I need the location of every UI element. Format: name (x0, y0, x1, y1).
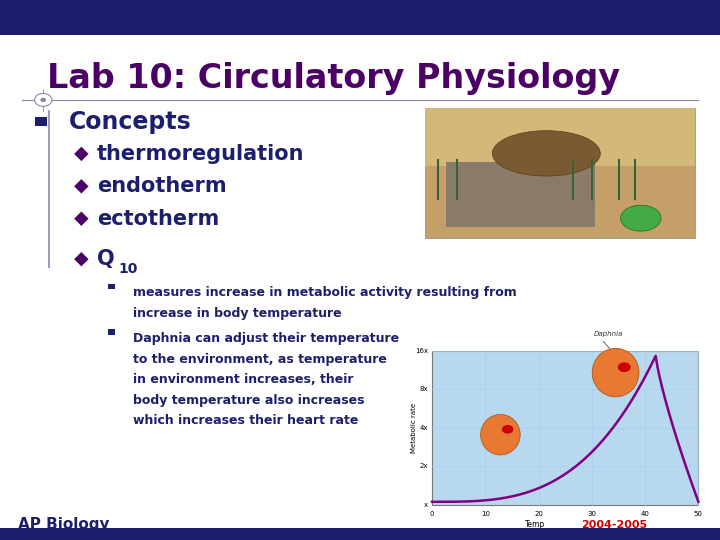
Circle shape (40, 98, 46, 102)
Text: 4x: 4x (420, 425, 428, 431)
Bar (0, 0, 720, 35)
Bar (108, 329, 115, 335)
Text: 10: 10 (481, 511, 490, 517)
Text: thermoregulation: thermoregulation (97, 144, 305, 164)
Text: which increases their heart rate: which increases their heart rate (133, 414, 359, 427)
Polygon shape (74, 147, 89, 161)
Text: 10: 10 (119, 262, 138, 276)
Ellipse shape (593, 348, 639, 397)
Bar (432, 351, 698, 505)
Bar (35, 117, 47, 126)
Bar (0, 528, 720, 540)
Ellipse shape (492, 131, 600, 176)
Polygon shape (74, 179, 89, 193)
Text: measures increase in metabolic activity resulting from: measures increase in metabolic activity … (133, 286, 517, 299)
Text: Q: Q (97, 249, 114, 269)
Text: AP Biology: AP Biology (18, 517, 109, 532)
Text: 8x: 8x (420, 387, 428, 393)
Text: 20: 20 (534, 511, 543, 517)
Text: 2004-2005: 2004-2005 (581, 520, 647, 530)
Text: 30: 30 (588, 511, 596, 517)
Circle shape (618, 362, 631, 372)
Ellipse shape (621, 205, 661, 231)
Text: Temp: Temp (526, 520, 546, 529)
Text: endotherm: endotherm (97, 176, 227, 197)
Circle shape (502, 425, 513, 434)
Text: Concepts: Concepts (68, 110, 191, 133)
Bar (446, 162, 595, 227)
Text: Daphnia: Daphnia (594, 331, 624, 337)
Bar (108, 284, 115, 289)
Text: Metabolic rate: Metabolic rate (411, 403, 417, 453)
Circle shape (35, 93, 52, 106)
Text: ectotherm: ectotherm (97, 208, 220, 229)
Text: 0: 0 (430, 511, 434, 517)
Ellipse shape (481, 415, 520, 455)
Text: x: x (424, 502, 428, 508)
Polygon shape (74, 212, 89, 226)
Text: increase in body temperature: increase in body temperature (133, 307, 342, 320)
Text: 2x: 2x (420, 463, 428, 469)
Bar (425, 108, 695, 166)
Text: in environment increases, their: in environment increases, their (133, 373, 354, 386)
Text: 50: 50 (694, 511, 703, 517)
Text: to the environment, as temperature: to the environment, as temperature (133, 353, 387, 366)
Text: 16x: 16x (415, 348, 428, 354)
Text: Lab 10: Circulatory Physiology: Lab 10: Circulatory Physiology (47, 62, 620, 95)
Text: 40: 40 (641, 511, 649, 517)
Bar (425, 108, 695, 238)
Text: body temperature also increases: body temperature also increases (133, 394, 365, 407)
Polygon shape (74, 252, 89, 266)
Text: Daphnia can adjust their temperature: Daphnia can adjust their temperature (133, 332, 400, 345)
